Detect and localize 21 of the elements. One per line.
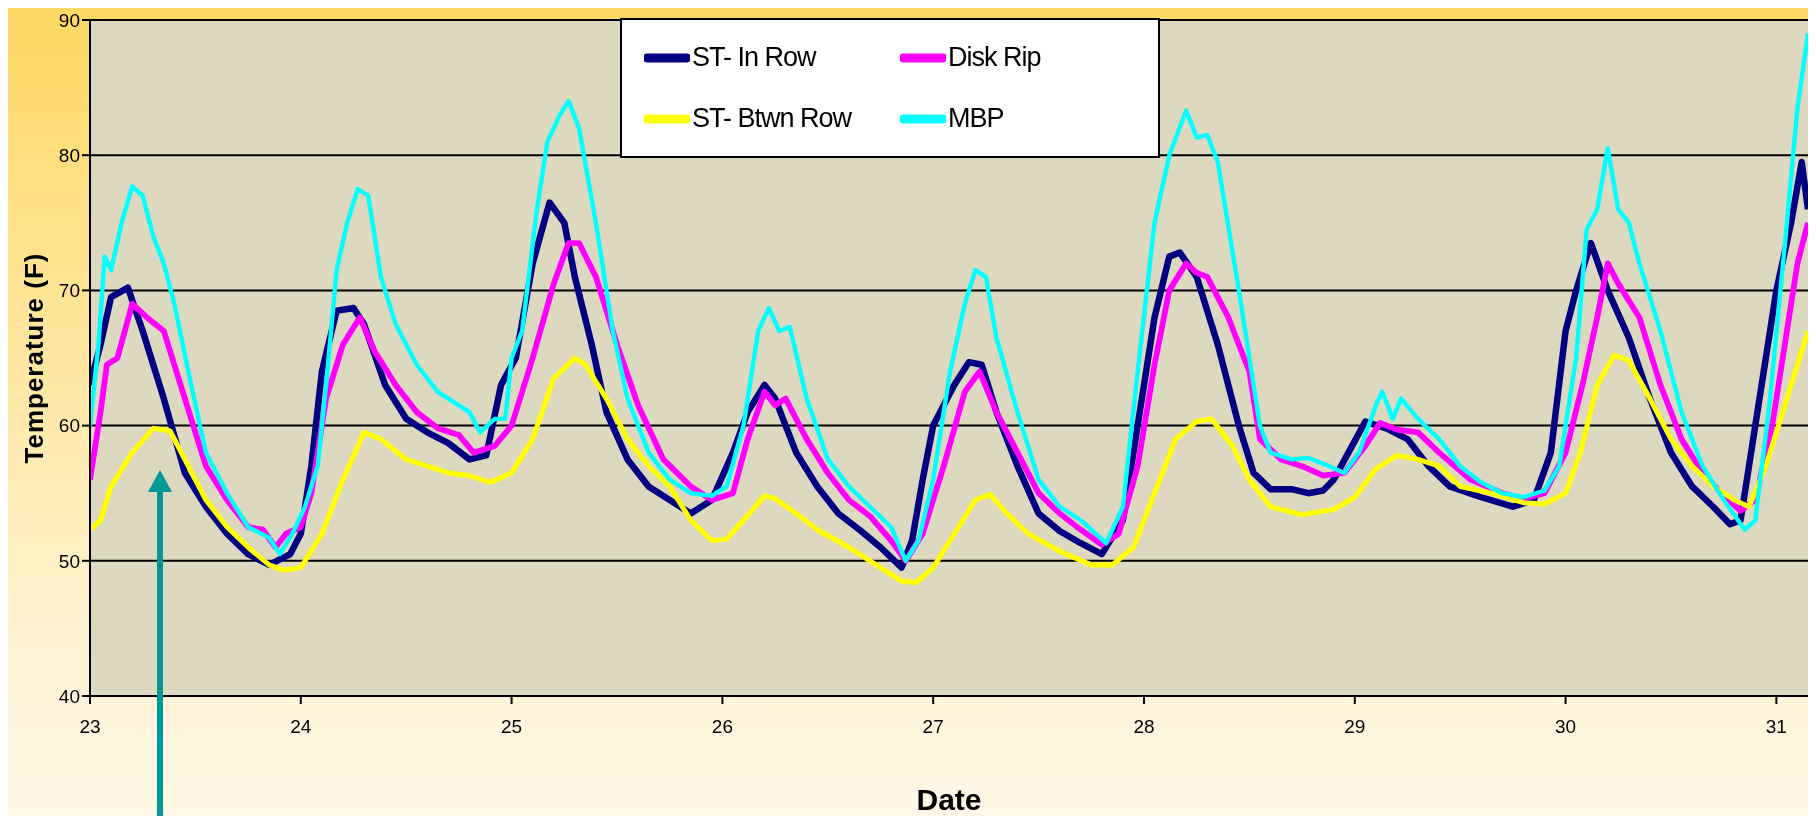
y-tick-label: 90 [58, 9, 80, 31]
legend-label: MBP [948, 103, 1004, 134]
x-tick-label: 27 [922, 716, 944, 738]
y-axis-title: Temperature (F) [19, 252, 50, 464]
y-tick-label: 40 [58, 685, 80, 707]
x-tick-label: 24 [290, 716, 312, 738]
y-tick-label: 80 [58, 144, 80, 166]
legend-label: Disk Rip [948, 42, 1041, 73]
y-tick-label: 60 [58, 415, 80, 437]
x-tick-label: 23 [79, 716, 101, 738]
x-tick-label: 29 [1344, 716, 1366, 738]
x-tick-label: 31 [1765, 716, 1787, 738]
x-tick-label: 30 [1555, 716, 1577, 738]
y-tick-label: 50 [58, 550, 80, 572]
x-tick-label: 25 [501, 716, 523, 738]
legend-label: ST- In Row [692, 42, 816, 73]
legend-label: ST- Btwn Row [692, 103, 852, 134]
x-tick-label: 26 [711, 716, 733, 738]
y-tick-label: 70 [58, 280, 80, 302]
x-tick-label: 28 [1133, 716, 1155, 738]
x-axis-title: Date [916, 783, 982, 816]
